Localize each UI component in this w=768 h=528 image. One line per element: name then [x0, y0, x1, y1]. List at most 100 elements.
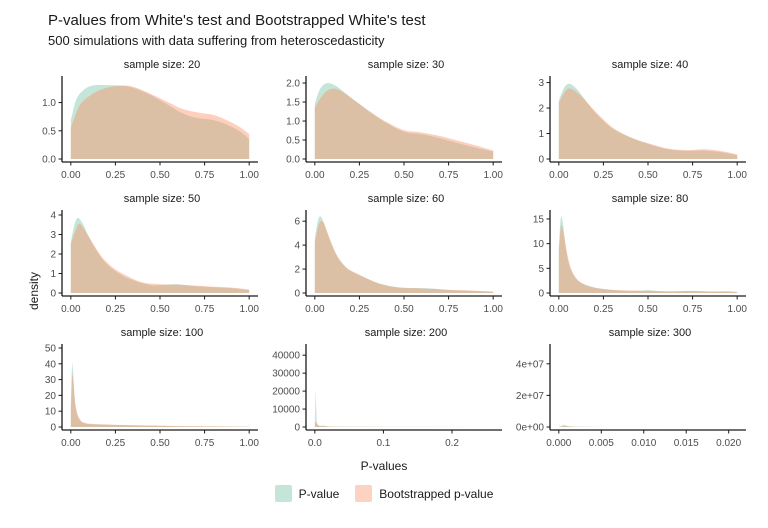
facet-strip-label: sample size: 20: [123, 59, 201, 71]
y-tick-label: 0.0: [286, 155, 300, 166]
facet-panel: sample size: 60 0 2 4 6 0.00 0.25 0.50 0.75 1.00: [262, 190, 506, 324]
facet-strip-label: sample size: 60: [367, 193, 445, 205]
x-tick-label: 0.50: [394, 170, 414, 181]
y-tick-label: 15: [533, 214, 545, 225]
facet-chart: 0 2 4 6 0.00 0.25 0.50 0.75 1.00: [294, 210, 503, 315]
facet-chart: 0.0 0.5 1.0 0.00 0.25 0.50 0.75 1.00: [42, 76, 259, 181]
x-tick-label: 0.75: [195, 304, 215, 315]
x-tick-label: 0.00: [549, 304, 569, 315]
plot-header: P-values from White's test and Bootstrap…: [0, 0, 768, 52]
x-tick-label: 0.25: [350, 304, 370, 315]
x-tick-label: 0.25: [106, 304, 126, 315]
y-tick-label: 2: [538, 104, 544, 115]
facet-chart: 0 10 20 30 40 50 0.00 0.25 0.50 0.75 1.00: [45, 344, 259, 450]
y-tick-label: 2.0: [286, 79, 300, 90]
legend-key-swatch: [355, 485, 373, 502]
x-tick-label: 0.75: [439, 304, 459, 315]
x-tick-label: 1.00: [727, 170, 747, 181]
x-tick-label: 0.0: [308, 438, 322, 449]
y-tick-label: 10: [533, 239, 545, 250]
x-tick-label: 0.25: [106, 170, 126, 181]
bootstrap-density-area: [558, 426, 738, 427]
x-tick-label: 0.25: [106, 438, 126, 449]
facet-strip-label: sample size: 80: [611, 193, 689, 205]
x-tick-label: 0.25: [594, 304, 614, 315]
x-tick-label: 0.010: [631, 438, 656, 449]
bootstrap-density-area: [558, 225, 738, 293]
legend-label: P-value: [298, 486, 340, 501]
x-tick-label: 0.50: [150, 438, 170, 449]
y-axis-title: density: [27, 271, 41, 311]
facet-chart: 0 1 2 3 4 0.00 0.25 0.50 0.75 1.00: [50, 210, 259, 315]
x-tick-label: 1.00: [239, 438, 259, 449]
facet-chart: 0 5 10 15 0.00 0.25 0.50 0.75 1.00: [533, 210, 747, 315]
bootstrap-density-area: [314, 88, 494, 159]
y-tick-label: 0: [50, 423, 56, 434]
pvalue-density-area: [558, 83, 738, 159]
y-tick-label: 2: [50, 249, 56, 260]
facet-panel: sample size: 30 0.0 0.5 1.0 1.5 2.0 0.00 0.25 0.…: [262, 56, 506, 190]
x-tick-label: 0.00: [61, 170, 81, 181]
y-tick-label: 10: [45, 407, 57, 418]
legend: P-value Bootstrapped p-value: [0, 485, 768, 502]
y-tick-label: 0: [294, 423, 300, 434]
y-tick-label: 40000: [272, 351, 300, 362]
bootstrap-density-area: [70, 85, 250, 159]
x-tick-label: 0.000: [546, 438, 571, 449]
x-tick-label: 0.00: [61, 438, 81, 449]
x-tick-label: 0.75: [683, 170, 703, 181]
x-tick-label: 0.00: [549, 170, 569, 181]
x-tick-label: 0.25: [594, 170, 614, 181]
facet-panel: sample size: 100 0 10 20 30 40 50 0.00 0.25 0.50 0…: [18, 324, 262, 458]
y-tick-label: 10000: [272, 405, 300, 416]
x-tick-label: 1.00: [483, 304, 503, 315]
facet-strip-label: sample size: 300: [608, 327, 692, 339]
bootstrap-density-area: [314, 221, 494, 293]
y-tick-label: 4e+07: [516, 359, 545, 370]
y-tick-label: 20: [45, 391, 57, 402]
pvalue-density-area: [314, 389, 494, 427]
y-tick-label: 5: [538, 264, 544, 275]
facet-panel: sample size: 50 0 1 2 3 4 0.00 0.25 0.50 0.75 1.00: [18, 190, 262, 324]
y-tick-label: 0: [538, 289, 544, 300]
legend-label: Bootstrapped p-value: [379, 486, 494, 501]
y-tick-label: 2: [294, 265, 300, 276]
y-tick-label: 3: [538, 78, 544, 89]
y-tick-label: 50: [45, 344, 57, 355]
y-tick-label: 3: [50, 230, 56, 241]
y-tick-label: 1.0: [42, 98, 56, 109]
y-tick-label: 0.5: [286, 136, 300, 147]
y-tick-label: 0.0: [42, 155, 56, 166]
y-tick-label: 30: [45, 375, 57, 386]
bootstrap-density-area: [558, 88, 738, 159]
pvalue-density-area: [558, 216, 738, 293]
plot-subtitle: 500 simulations with data suffering from…: [48, 33, 385, 48]
pvalue-density-area: [314, 216, 494, 293]
y-tick-label: 0e+00: [516, 423, 545, 434]
facet-strip-label: sample size: 30: [367, 59, 445, 71]
plot-area: density sample size: 20 0.0 0.5 1.0 0.00 0.25…: [18, 56, 768, 473]
bootstrap-density-area: [70, 223, 250, 293]
x-tick-label: 0.75: [439, 170, 459, 181]
x-tick-label: 0.25: [350, 170, 370, 181]
plot-title: P-values from White's test and Bootstrap…: [48, 12, 426, 29]
x-tick-label: 1.00: [727, 304, 747, 315]
pvalue-density-area: [70, 362, 250, 427]
x-axis-title: P-values: [360, 459, 408, 473]
x-tick-label: 0.00: [305, 170, 325, 181]
x-tick-label: 0.50: [638, 304, 658, 315]
y-tick-label: 1: [538, 129, 544, 140]
legend-key-swatch: [274, 485, 292, 502]
y-tick-label: 1.0: [286, 117, 300, 128]
x-tick-label: 1.00: [239, 170, 259, 181]
y-tick-label: 40: [45, 359, 57, 370]
pvalue-density-area: [70, 217, 250, 293]
x-tick-label: 1.00: [239, 304, 259, 315]
x-tick-label: 0.50: [150, 304, 170, 315]
facet-chart: 0.0 0.5 1.0 1.5 2.0 0.00 0.25 0.50 0.75 1.00: [286, 76, 503, 181]
legend-item: Bootstrapped p-value: [355, 485, 493, 502]
x-tick-label: 0.1: [376, 438, 390, 449]
y-tick-label: 4: [294, 241, 300, 252]
x-tick-label: 0.015: [674, 438, 699, 449]
facet-chart: 0 1 2 3 0.00 0.25 0.50 0.75 1.00: [538, 76, 747, 181]
